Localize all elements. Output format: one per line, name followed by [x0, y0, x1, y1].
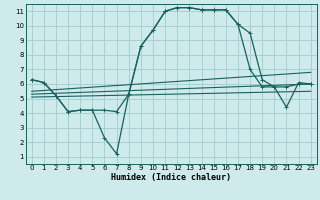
X-axis label: Humidex (Indice chaleur): Humidex (Indice chaleur) — [111, 173, 231, 182]
